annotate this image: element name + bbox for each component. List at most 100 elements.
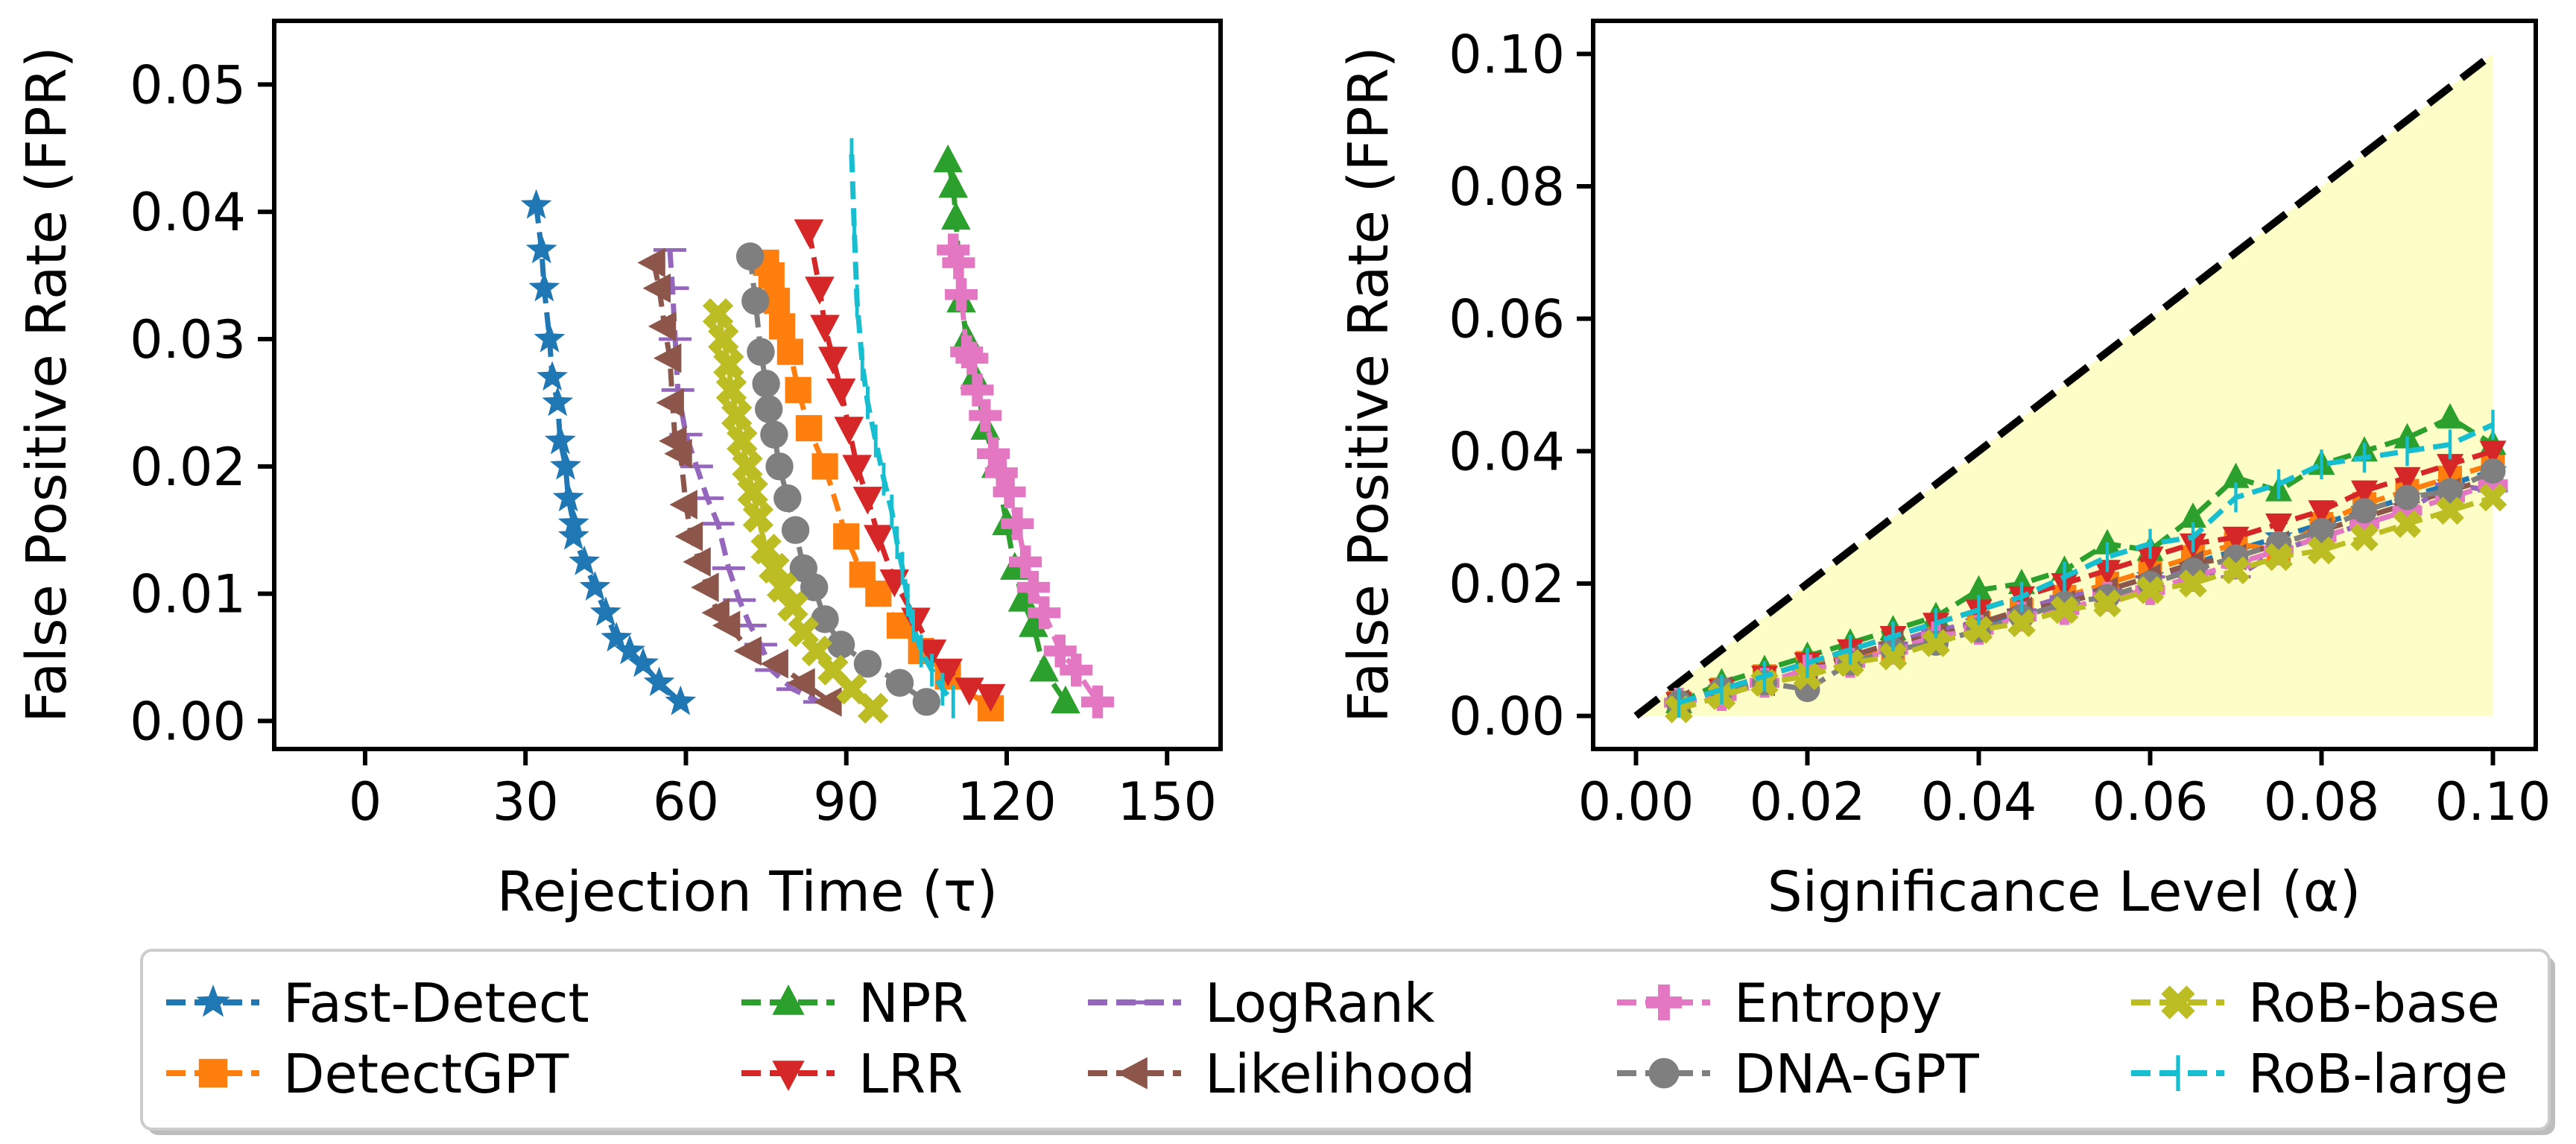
legend-label-entropy: Entropy: [1734, 972, 1943, 1034]
series-fast-detect: [520, 189, 697, 715]
point-likelihood: [760, 648, 788, 679]
rejection-time-x-tick-label: 30: [493, 771, 559, 832]
point-npr: [2222, 462, 2250, 488]
point-npr: [1965, 575, 1993, 601]
point-lrr: [818, 347, 848, 375]
point-rob-base: [2478, 483, 2507, 512]
legend-entry-logrank: LogRank: [1088, 972, 1435, 1034]
legend-box: [140, 949, 2551, 1131]
rejection-time-y-tick-label: 0.02: [130, 437, 246, 498]
point-rob-base: [2307, 536, 2336, 565]
point-lrr: [2136, 546, 2164, 572]
point-rob-base: [2350, 522, 2379, 552]
point-fast-detect: [665, 685, 697, 715]
legend-marker-entropy: [1646, 985, 1682, 1020]
point-fast-detect: [542, 386, 574, 417]
significance-level-panel: 0.00 0.02 0.04 0.06 0.08 0.10 0.00 0.02 0.04 0.0…: [1337, 19, 2551, 924]
point-rob-base: [702, 298, 734, 329]
point-lrr: [2437, 454, 2463, 480]
significance-level-x-tick-label: 0.02: [1750, 771, 1866, 832]
significance-level-x-tick-label: 0.06: [2092, 771, 2209, 832]
point-npr: [2437, 402, 2463, 429]
legend-label-npr: NPR: [858, 972, 968, 1034]
point-rob-base: [857, 692, 889, 724]
point-lrr: [864, 525, 893, 553]
point-dna-gpt: [735, 242, 765, 271]
point-rob-base: [2393, 510, 2422, 538]
point-npr: [1051, 685, 1080, 714]
point-lrr: [805, 276, 835, 305]
point-rob-base: [2221, 556, 2250, 584]
rejection-time-y-tick-label: 0.04: [130, 182, 246, 243]
legend-label-fast-detect: Fast-Detect: [283, 972, 589, 1034]
point-likelihood: [814, 687, 842, 717]
point-rob-base: [1964, 616, 1993, 644]
point-lrr: [933, 658, 963, 687]
point-entropy: [955, 341, 989, 375]
point-npr: [1007, 584, 1038, 612]
point-lrr: [2094, 560, 2121, 586]
series-rob-large: [849, 138, 955, 718]
legend-entry-npr: NPR: [741, 972, 968, 1034]
rejection-time-x-tick-label: 0: [349, 771, 382, 832]
point-entropy: [1009, 545, 1042, 578]
significance-level-series: [1633, 51, 2508, 724]
point-rob-base: [836, 674, 867, 705]
significance-level-y-axis-label: False Positive Rate (FPR): [1337, 46, 1401, 723]
point-entropy: [961, 373, 994, 407]
point-fast-detect: [534, 323, 566, 353]
point-lrr: [975, 683, 1006, 712]
point-dna-gpt: [811, 605, 839, 633]
point-rob-base: [742, 502, 774, 533]
legend-entry-entropy: Entropy: [1617, 972, 1943, 1034]
significance-level-y-ticks: 0.00 0.02 0.04 0.06 0.08 0.10: [1449, 24, 1593, 748]
point-dna-gpt: [752, 370, 780, 398]
significance-level-x-tick-label: 0.04: [1921, 771, 2037, 832]
point-lrr: [826, 378, 856, 407]
point-rob-base: [2436, 496, 2464, 525]
significance-level-x-ticks: 0.00 0.02 0.04 0.06 0.08 0.10: [1578, 749, 2551, 832]
point-dna-gpt: [2352, 498, 2377, 524]
point-dna-gpt: [826, 631, 855, 659]
legend-label-likelihood: Likelihood: [1205, 1043, 1475, 1105]
significance-level-y-tick-label: 0.06: [1449, 289, 1565, 350]
point-fast-detect: [569, 545, 601, 575]
legend-marker-dna-gpt: [1648, 1058, 1680, 1089]
rejection-time-y-ticks: 0.00 0.01 0.02 0.03 0.04 0.05: [130, 54, 274, 752]
legend-entries: Fast-Detect DetectGPT NPR LRR LogRank Likelih…: [166, 972, 2508, 1105]
series-line-rob-large: [1677, 422, 2494, 706]
point-lrr: [2393, 467, 2421, 493]
rejection-time-y-tick-label: 0.05: [130, 54, 246, 116]
point-entropy: [1060, 654, 1093, 687]
point-rob-base: [2093, 589, 2121, 618]
legend-entry-detectgpt: DetectGPT: [166, 1043, 569, 1105]
point-dna-gpt: [2437, 478, 2463, 504]
point-likelihood: [656, 388, 684, 418]
point-fast-detect: [614, 634, 646, 665]
point-rob-base: [750, 534, 782, 565]
point-dna-gpt: [760, 420, 788, 449]
series-dna-gpt: [735, 242, 941, 716]
point-npr: [1029, 654, 1059, 682]
legend-label-lrr: LRR: [858, 1043, 963, 1105]
rejection-time-series: [520, 138, 1114, 724]
point-detectgpt: [758, 262, 785, 289]
point-lrr: [917, 639, 947, 668]
point-fast-detect: [528, 271, 560, 302]
legend-marker-lrr: [772, 1061, 805, 1091]
significance-level-y-tick-label: 0.00: [1449, 686, 1565, 748]
rejection-time-y-tick-label: 0.03: [130, 309, 246, 370]
point-likelihood: [637, 247, 665, 278]
legend-marker-fast-detect: [196, 985, 230, 1017]
point-entropy: [1028, 596, 1061, 630]
point-fast-detect: [537, 361, 568, 391]
significance-level-x-axis-label: Significance Level (α): [1768, 860, 2361, 924]
point-rob-base: [732, 451, 763, 482]
point-fast-detect: [520, 189, 552, 219]
rejection-time-x-tick-label: 120: [957, 771, 1057, 832]
legend-label-dna-gpt: DNA-GPT: [1734, 1043, 1980, 1105]
point-fast-detect: [525, 233, 557, 264]
point-detectgpt: [776, 338, 804, 365]
point-detectgpt: [811, 453, 838, 480]
legend-entry-fast-detect: Fast-Detect: [166, 972, 589, 1034]
